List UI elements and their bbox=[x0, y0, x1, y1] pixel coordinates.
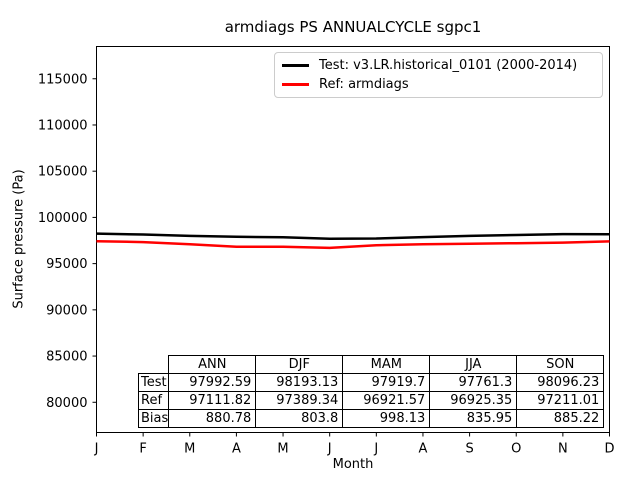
y-tick-label: 110000 bbox=[38, 118, 88, 133]
x-tick-label: S bbox=[465, 442, 473, 457]
table-value-cell: 97389.34 bbox=[255, 391, 344, 410]
table-value-cell: 96921.57 bbox=[342, 391, 431, 410]
table-col-header: ANN bbox=[168, 355, 257, 374]
table-value-cell: 835.95 bbox=[429, 409, 518, 428]
x-tick-label: A bbox=[419, 442, 428, 457]
table-value-cell: 97761.3 bbox=[429, 373, 518, 392]
legend-line-swatch bbox=[282, 83, 309, 87]
table-row: Ref 97111.82 97389.34 96921.57 96925.35 97211… bbox=[137, 391, 605, 410]
legend-line-swatch bbox=[282, 63, 309, 67]
x-tick-label: N bbox=[558, 442, 568, 457]
table-value-cell: 96925.35 bbox=[429, 391, 518, 410]
y-tick-label: 80000 bbox=[46, 396, 87, 411]
table-value-cell: 97919.7 bbox=[342, 373, 431, 392]
table-row: Test 97992.59 98193.13 97919.7 97761.3 98096.… bbox=[137, 373, 605, 392]
table-value-cell: 98193.13 bbox=[255, 373, 344, 392]
y-tick-label: 90000 bbox=[46, 303, 87, 318]
table-value-cell: 880.78 bbox=[168, 409, 257, 428]
x-tick-label: D bbox=[604, 442, 614, 457]
table-value-cell: 98096.23 bbox=[516, 373, 605, 392]
table-value-cell: 97992.59 bbox=[168, 373, 257, 392]
series-line bbox=[96, 239, 610, 250]
y-tick-label: 105000 bbox=[38, 165, 88, 180]
x-tick-label: M bbox=[184, 442, 195, 457]
y-tick-label: 115000 bbox=[38, 72, 88, 87]
x-axis-label: Month bbox=[332, 457, 374, 472]
chart-title: armdiags PS ANNUALCYCLE sgpc1 bbox=[224, 18, 482, 36]
x-tick-label: M bbox=[277, 442, 288, 457]
legend-label: Test: v3.LR.historical_0101 (2000-2014) bbox=[319, 57, 578, 73]
table-row: Bias 880.78 803.8 998.13 835.95 885.22 bbox=[137, 409, 605, 428]
x-tick-label: J bbox=[373, 442, 378, 457]
x-tick-label: F bbox=[139, 442, 146, 457]
table-value-cell: 803.8 bbox=[255, 409, 344, 428]
legend-label: Ref: armdiags bbox=[319, 77, 409, 93]
y-tick-label: 95000 bbox=[46, 257, 87, 272]
table-value-cell: 97111.82 bbox=[168, 391, 257, 410]
stats-table: ANN DJF MAM JJA SON Test 97992.59 98193.13 97919… bbox=[137, 355, 605, 428]
legend-item: Test: v3.LR.historical_0101 (2000-2014) bbox=[282, 56, 596, 74]
table-value-cell: 885.22 bbox=[516, 409, 605, 428]
x-tick-label: J bbox=[94, 442, 99, 457]
table-col-header: MAM bbox=[342, 355, 431, 374]
y-tick-label: 85000 bbox=[46, 350, 87, 365]
table-row-label: Test bbox=[137, 373, 170, 392]
table-value-cell: 998.13 bbox=[342, 409, 431, 428]
axes-frame bbox=[96, 46, 610, 433]
x-tick-label: O bbox=[511, 442, 521, 457]
table-col-header: SON bbox=[516, 355, 605, 374]
x-tick-label: J bbox=[327, 442, 332, 457]
y-tick-label: 100000 bbox=[38, 211, 88, 226]
x-tick-label: A bbox=[232, 442, 241, 457]
table-col-header: DJF bbox=[255, 355, 344, 374]
legend: Test: v3.LR.historical_0101 (2000-2014) R… bbox=[274, 52, 603, 98]
table-value-cell: 97211.01 bbox=[516, 391, 605, 410]
table-corner-cell bbox=[139, 356, 169, 374]
table-row-label: Bias bbox=[137, 409, 170, 428]
series-line bbox=[96, 232, 610, 240]
table-col-header: JJA bbox=[429, 355, 518, 374]
table-row-label: Ref bbox=[137, 391, 170, 410]
legend-item: Ref: armdiags bbox=[282, 76, 596, 94]
